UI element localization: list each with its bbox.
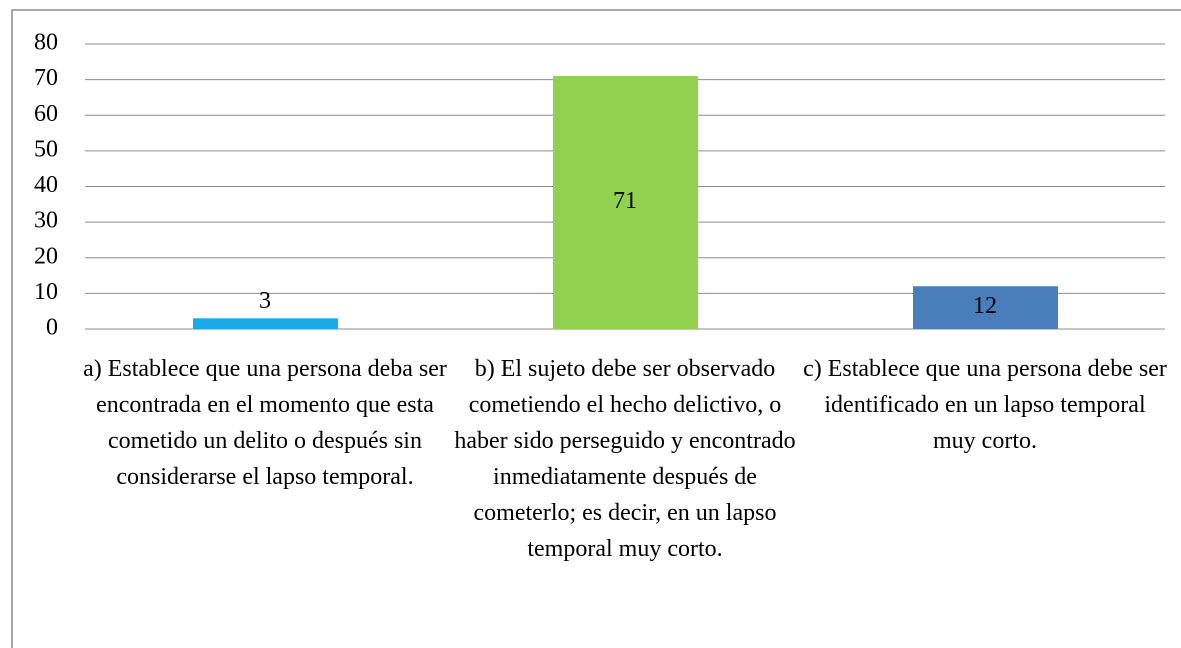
y-tick-label: 50 — [34, 136, 58, 162]
y-tick-label: 40 — [34, 172, 58, 198]
bar — [553, 76, 698, 329]
y-tick-label: 60 — [34, 101, 58, 127]
chart-frame — [11, 9, 1181, 648]
data-label: 12 — [973, 293, 997, 319]
y-tick-label: 0 — [46, 315, 58, 341]
y-tick-label: 80 — [34, 30, 58, 56]
data-label: 3 — [259, 288, 271, 314]
bar — [913, 286, 1058, 329]
bar — [193, 318, 338, 329]
y-tick-label: 10 — [34, 279, 58, 305]
x-tick-label: b) El sujeto debe ser observado cometien… — [454, 356, 796, 562]
y-tick-label: 70 — [34, 65, 58, 91]
x-tick-label: a) Establece que una persona deba ser en… — [83, 356, 447, 490]
y-tick-label: 20 — [34, 243, 58, 269]
y-tick-label: 30 — [34, 208, 58, 234]
x-tick-label: c) Establece que una persona debe ser id… — [803, 356, 1167, 454]
data-label: 71 — [613, 188, 637, 214]
